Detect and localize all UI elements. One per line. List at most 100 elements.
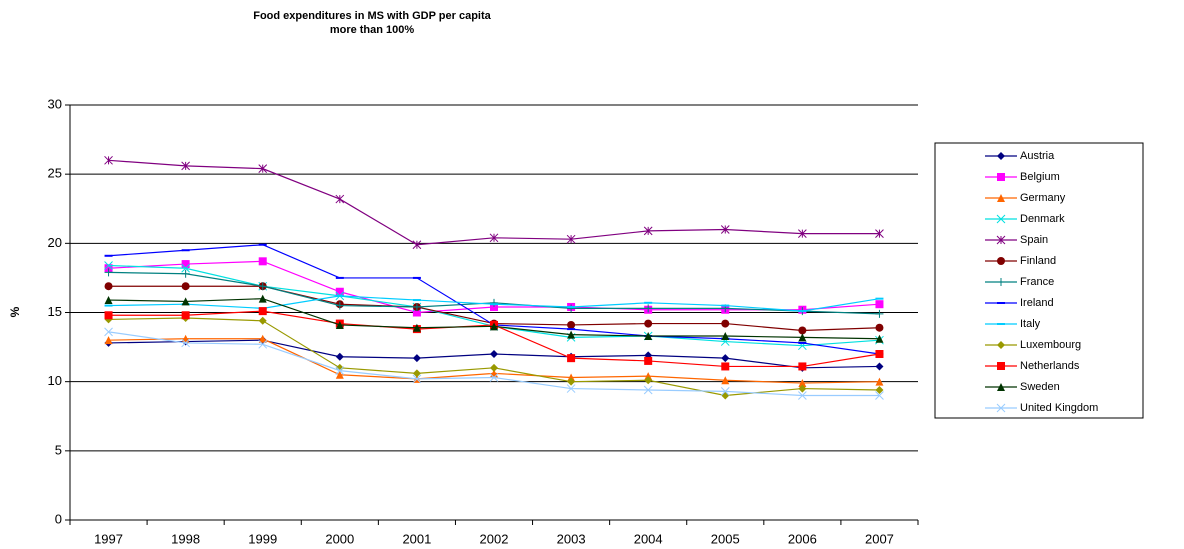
marker (104, 327, 113, 337)
marker (258, 282, 267, 291)
marker (181, 282, 190, 291)
marker (875, 309, 884, 318)
marker (335, 194, 345, 204)
x-tick-label: 1998 (171, 531, 200, 546)
marker (181, 338, 190, 348)
legend-label: Finland (1020, 255, 1056, 267)
marker (567, 304, 576, 313)
x-tick-label: 2003 (557, 531, 586, 546)
marker (566, 384, 576, 393)
x-tick-label: 2004 (634, 531, 663, 546)
marker (490, 302, 498, 311)
y-axis-label: % (8, 306, 22, 317)
marker (567, 320, 576, 329)
marker (643, 385, 653, 395)
marker (181, 260, 190, 269)
legend-label: France (1020, 276, 1054, 288)
marker (489, 233, 499, 243)
marker (104, 282, 113, 291)
marker (104, 261, 113, 270)
x-tick-label: 2000 (325, 531, 354, 546)
x-tick-label: 2002 (480, 531, 509, 546)
marker (798, 326, 807, 335)
x-tick-label: 1999 (248, 531, 277, 546)
marker (798, 379, 807, 388)
marker (644, 356, 653, 365)
marker (644, 376, 653, 385)
marker (490, 350, 498, 358)
marker (489, 373, 499, 382)
marker (412, 302, 421, 311)
legend-label: Luxembourg (1020, 339, 1081, 351)
marker (875, 391, 884, 400)
y-tick-label: 5 (55, 442, 62, 457)
marker (997, 257, 1005, 265)
marker (798, 391, 807, 400)
marker (720, 386, 730, 396)
marker (258, 164, 268, 173)
legend-label: Netherlands (1020, 360, 1080, 372)
y-tick-label: 15 (48, 304, 62, 319)
marker (997, 383, 1005, 391)
x-tick-label: 2001 (402, 531, 431, 546)
y-tick-label: 10 (48, 373, 62, 388)
marker (875, 350, 884, 358)
marker (644, 304, 653, 313)
marker (720, 225, 730, 234)
marker (490, 298, 498, 307)
legend-label: Belgium (1020, 171, 1060, 183)
marker (181, 269, 190, 278)
marker (335, 287, 344, 296)
marker (258, 257, 267, 266)
marker (258, 334, 267, 343)
legend-label: Spain (1020, 234, 1048, 246)
legend-label: Germany (1020, 192, 1066, 204)
marker (875, 362, 884, 371)
y-tick-label: 20 (48, 235, 62, 250)
marker (181, 311, 190, 320)
marker (996, 235, 1006, 245)
legend-label: Austria (1020, 150, 1055, 162)
marker (181, 161, 190, 171)
marker (875, 323, 884, 332)
marker (721, 376, 730, 385)
legend-label: Sweden (1020, 381, 1060, 393)
x-tick-label: 1997 (94, 531, 123, 546)
marker (566, 234, 576, 244)
marker (875, 229, 884, 239)
chart-title: more than 100% (330, 24, 415, 36)
marker (798, 333, 807, 342)
marker (997, 152, 1005, 160)
marker (258, 339, 268, 349)
marker (997, 341, 1005, 349)
marker (335, 370, 344, 379)
marker (335, 320, 344, 329)
marker (567, 330, 576, 339)
marker (875, 385, 884, 394)
marker (412, 374, 422, 384)
marker (258, 294, 267, 303)
marker (412, 308, 421, 317)
x-tick-label: 2007 (865, 531, 894, 546)
legend-label: Italy (1020, 318, 1041, 330)
marker (875, 300, 884, 309)
x-tick-label: 2005 (711, 531, 740, 546)
marker (258, 307, 267, 316)
marker (721, 362, 730, 371)
marker (997, 362, 1005, 370)
marker (997, 194, 1005, 202)
marker (181, 297, 190, 306)
marker (644, 332, 653, 341)
marker (567, 354, 576, 363)
y-tick-label: 0 (55, 511, 62, 526)
marker (997, 173, 1005, 181)
marker (412, 369, 421, 378)
marker (567, 377, 576, 386)
marker (643, 226, 653, 236)
marker (721, 391, 730, 400)
chart-title: Food expenditures in MS with GDP per cap… (253, 10, 491, 22)
marker (798, 362, 807, 371)
marker (798, 384, 807, 393)
legend-label: United Kingdom (1020, 402, 1098, 414)
